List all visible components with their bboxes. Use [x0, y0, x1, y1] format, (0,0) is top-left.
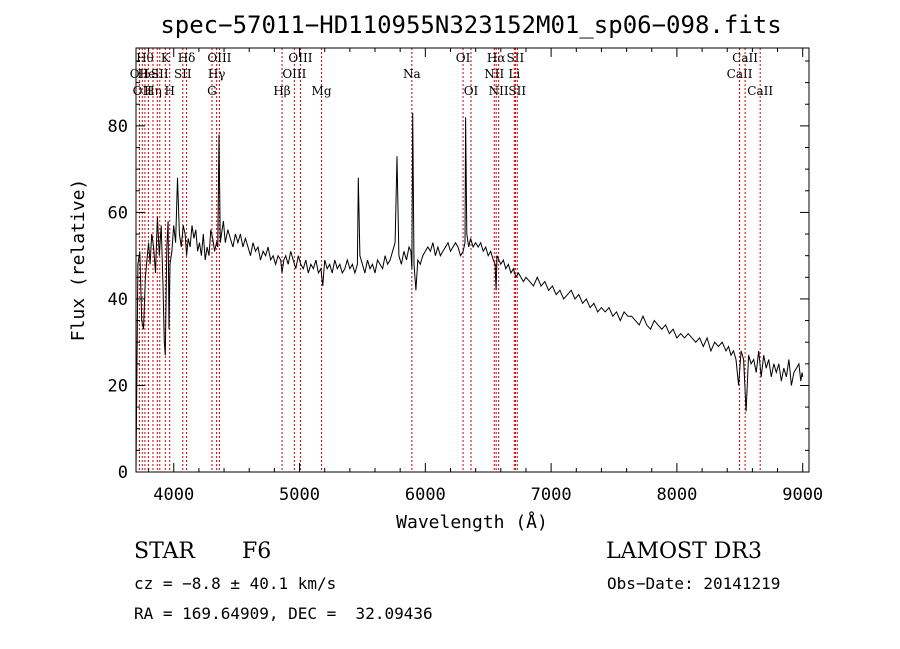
x-tick-label: 8000: [656, 485, 697, 505]
chart-title: spec−57011−HD110955N323152M01_sp06−098.f…: [160, 11, 781, 39]
marker-label: Hδ: [178, 51, 196, 65]
marker-label: OII: [133, 84, 153, 98]
x-axis-label: Wavelength (Å): [396, 511, 548, 533]
marker-label: SII: [151, 67, 169, 81]
marker-label: SII: [174, 67, 192, 81]
sky-coordinates: RA = 169.64909, DEC = 32.09436: [134, 604, 433, 623]
marker-label: CaII: [727, 67, 753, 81]
x-tick-label: 9000: [782, 485, 823, 505]
marker-label: Hη: [144, 84, 162, 98]
observation-date: Obs−Date: 20141219: [607, 574, 781, 593]
marker-label: OIII: [207, 51, 231, 65]
survey-name: LAMOST DR3: [606, 539, 762, 564]
marker-label: OIII: [282, 67, 306, 81]
marker-label: SII: [507, 51, 525, 65]
y-tick-label: 20: [108, 376, 128, 396]
y-axis-label: Flux (relative): [68, 179, 89, 342]
x-tick-label: 5000: [279, 485, 320, 505]
marker-label: SII: [508, 84, 526, 98]
object-class: STAR: [134, 539, 195, 564]
object-subclass: F6: [242, 539, 272, 564]
marker-label: H: [164, 84, 174, 98]
axis-ticks: 4000 5000 6000 7000 8000 9000 0 20 40 60 80: [108, 48, 823, 505]
marker-label: OI: [464, 84, 479, 98]
marker-label: NII: [489, 84, 509, 98]
plot-frame: [135, 47, 810, 473]
marker-label: OII: [130, 67, 150, 81]
marker-label: Hθ: [136, 51, 154, 65]
x-tick-label: 4000: [153, 485, 194, 505]
marker-label: Hα: [487, 51, 506, 65]
marker-label: Li: [508, 67, 520, 81]
marker-label: OI: [456, 51, 471, 65]
y-tick-label: 80: [108, 117, 128, 137]
redshift-cz: cz = −8.8 ± 40.1 km/s: [134, 574, 337, 593]
line-markers: OIIOIIHθHelHηSIIKHSIIHδGHγOIIIHβOIIIOIII…: [130, 48, 773, 472]
marker-label: CaII: [732, 51, 758, 65]
x-tick-label: 6000: [405, 485, 446, 505]
marker-label: Hγ: [208, 67, 226, 81]
marker-label: K: [161, 51, 171, 65]
y-tick-label: 0: [118, 463, 128, 483]
marker-label: OIII: [288, 51, 312, 65]
y-tick-label: 40: [108, 290, 128, 310]
marker-label: G: [207, 84, 217, 98]
marker-label: Mg: [312, 84, 332, 98]
marker-label: Hβ: [273, 84, 290, 98]
marker-label: Hel: [138, 67, 160, 81]
y-tick-label: 60: [108, 203, 128, 223]
x-tick-label: 7000: [531, 485, 572, 505]
marker-label: Na: [403, 67, 421, 81]
spectrum-line: [135, 112, 804, 473]
marker-label: NII: [484, 67, 504, 81]
marker-label: CaII: [747, 84, 773, 98]
